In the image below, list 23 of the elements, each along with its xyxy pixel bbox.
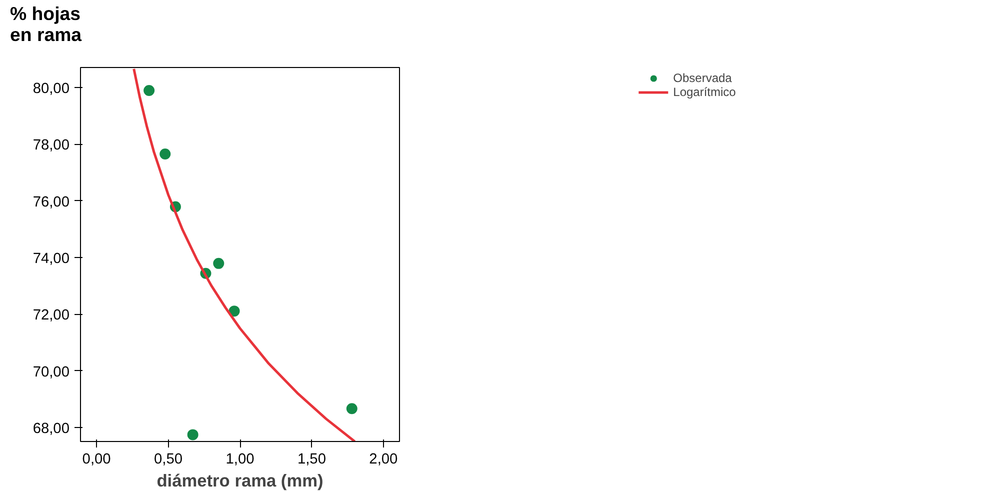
x-tick-label: 0,00: [82, 452, 111, 468]
x-tick-label: 0,50: [154, 452, 183, 468]
legend-label: Observada: [673, 71, 732, 85]
point: [160, 148, 171, 160]
y-axis-title: % hojas en rama: [10, 3, 82, 46]
line-series: [132, 68, 356, 442]
point: [144, 84, 155, 96]
y-tick-label: 72,00: [32, 308, 70, 324]
x-tick-label: 2,00: [369, 452, 398, 468]
y-tick-label: 70,00: [32, 364, 70, 380]
y-tick-label: 74,00: [32, 250, 70, 267]
point: [346, 403, 358, 414]
y-tick-label: 80,00: [32, 80, 70, 97]
y-tick-label: 78,00: [32, 138, 70, 154]
y-tick-label: 68,00: [32, 421, 70, 438]
point: [228, 306, 240, 317]
point: [213, 258, 224, 269]
legend-label: Logarítmico: [673, 85, 736, 99]
point: [187, 429, 198, 440]
y-tick-label: 76,00: [32, 194, 70, 210]
x-tick-label: 1,00: [226, 452, 254, 468]
x-tick-label: 1,50: [297, 452, 326, 468]
x-axis-title: diámetro rama (mm): [156, 470, 324, 490]
